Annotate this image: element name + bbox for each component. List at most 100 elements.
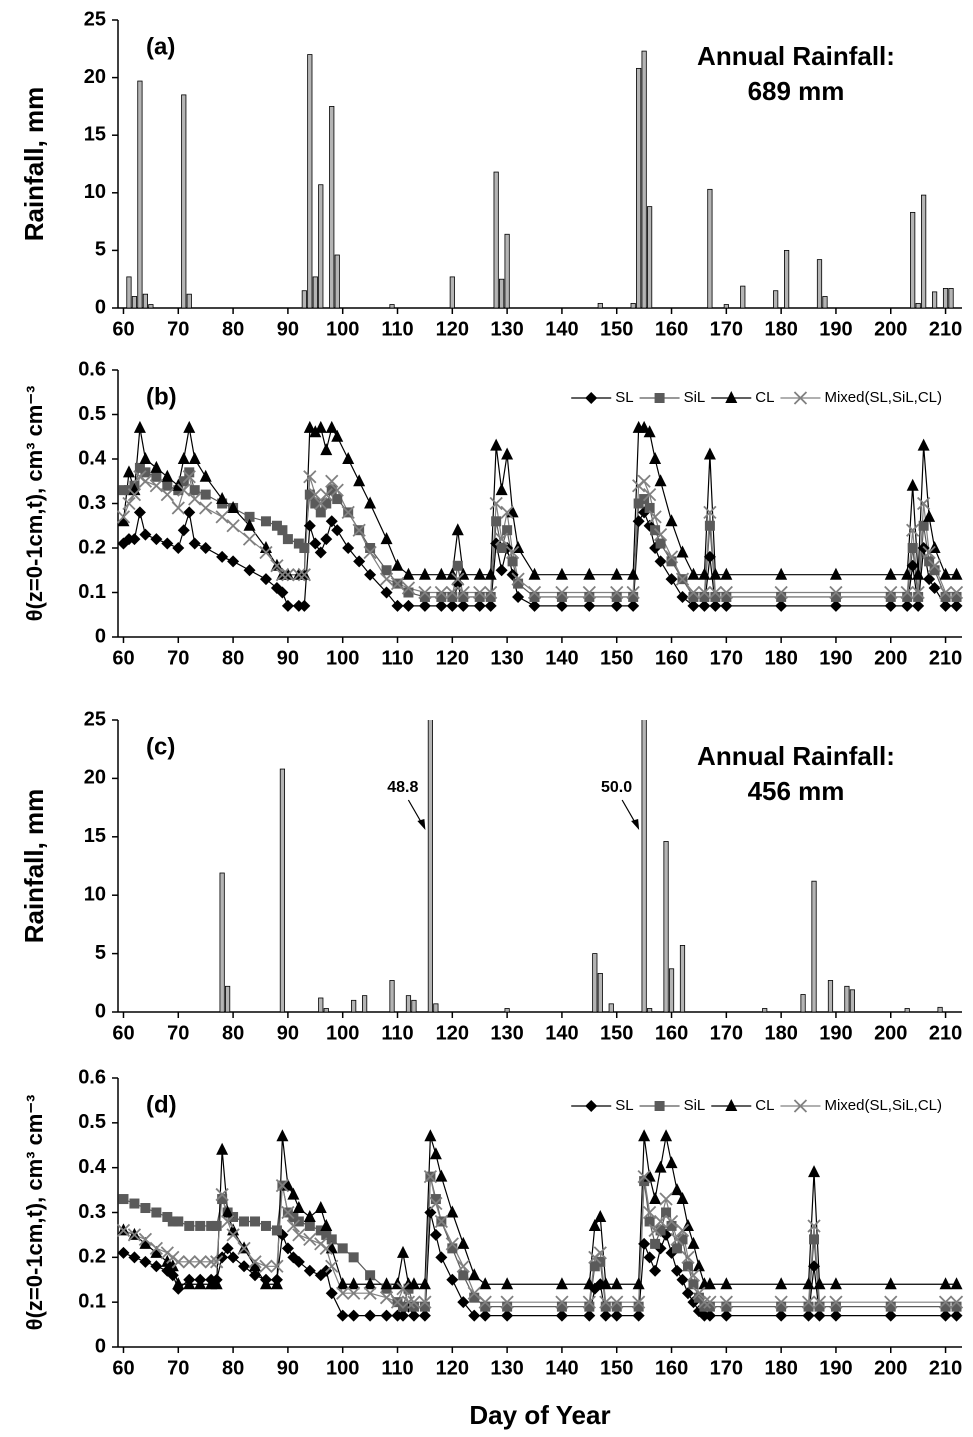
marker	[793, 391, 808, 405]
marker	[666, 556, 677, 567]
x-tick-label: 190	[819, 1022, 852, 1044]
x-tick-label: 110	[381, 647, 413, 669]
marker	[950, 567, 963, 580]
y-tick-label: 0.5	[78, 1111, 106, 1133]
series-line	[123, 1212, 957, 1317]
marker	[627, 567, 640, 580]
marker	[502, 1301, 513, 1312]
marker	[649, 1264, 662, 1277]
marker	[637, 474, 651, 488]
bar	[647, 206, 653, 308]
marker	[436, 591, 447, 602]
x-tick-label: 70	[167, 647, 189, 669]
x-tick-label: 160	[655, 318, 688, 340]
y-tick-label: 0.6	[78, 1066, 106, 1088]
marker	[325, 420, 338, 433]
x-tick-label: 130	[490, 647, 523, 669]
bar	[921, 194, 927, 308]
marker	[418, 1309, 431, 1322]
marker	[435, 599, 448, 612]
marker	[353, 555, 366, 568]
marker	[249, 1259, 262, 1272]
marker	[456, 585, 470, 600]
marker	[321, 1229, 332, 1240]
marker	[642, 1205, 657, 1220]
x-tick-label: 140	[545, 318, 578, 340]
marker	[199, 501, 213, 515]
marker	[659, 1192, 673, 1206]
marker	[310, 498, 321, 509]
marker	[949, 1295, 964, 1309]
marker	[309, 425, 322, 438]
marker	[917, 438, 930, 451]
marker	[206, 1220, 217, 1231]
x-tick-label: 200	[874, 647, 907, 669]
marker	[118, 485, 129, 496]
marker	[363, 545, 377, 560]
marker	[939, 1309, 952, 1322]
y-tick-label: 10	[84, 883, 106, 905]
marker	[451, 523, 464, 536]
legend-label: CL	[755, 389, 774, 406]
marker	[139, 528, 152, 541]
marker	[260, 516, 271, 527]
marker	[829, 567, 842, 580]
marker	[221, 1205, 234, 1218]
x-tick-label: 210	[929, 1357, 962, 1379]
marker	[364, 1309, 377, 1322]
marker	[139, 1255, 152, 1268]
marker	[479, 1309, 492, 1322]
bar	[334, 254, 340, 308]
marker	[698, 567, 711, 580]
legend: SL SiL CL Mixed(SL,SiL,CL)	[571, 389, 942, 406]
marker	[923, 509, 936, 522]
marker	[353, 474, 366, 487]
marker	[407, 1277, 420, 1290]
bar	[318, 184, 324, 308]
marker	[182, 470, 196, 484]
marker	[686, 1268, 701, 1282]
marker	[484, 567, 497, 580]
marker	[478, 1295, 492, 1309]
marker	[650, 1238, 661, 1249]
marker	[396, 1282, 410, 1296]
bar	[915, 302, 921, 308]
marker	[116, 1223, 131, 1238]
marker	[217, 1194, 228, 1205]
marker	[719, 585, 733, 600]
marker	[664, 1214, 679, 1229]
marker	[484, 599, 497, 612]
marker	[599, 1295, 613, 1309]
marker	[654, 555, 667, 568]
marker	[720, 1277, 733, 1290]
marker	[396, 1245, 409, 1258]
marker	[430, 1194, 441, 1205]
bar	[312, 276, 318, 308]
y-tick-label: 0.5	[78, 403, 106, 425]
bar	[904, 1008, 910, 1012]
marker	[188, 452, 201, 464]
marker	[632, 1309, 645, 1322]
x-tick-label: 60	[112, 318, 134, 340]
marker	[626, 585, 640, 600]
marker	[775, 567, 788, 580]
bar	[707, 188, 713, 308]
y-tick-label: 5	[95, 239, 106, 261]
marker	[314, 546, 327, 559]
marker	[885, 591, 896, 602]
y-tick-label: 0	[95, 1000, 106, 1022]
marker	[929, 565, 940, 576]
marker	[687, 1236, 700, 1249]
marker	[281, 1205, 295, 1220]
marker	[775, 1309, 788, 1322]
bar	[844, 985, 850, 1012]
marker	[297, 568, 311, 582]
marker	[884, 1277, 897, 1290]
bar	[597, 302, 603, 308]
marker	[940, 1301, 951, 1312]
marker	[195, 1220, 206, 1231]
marker	[326, 1234, 337, 1245]
marker	[391, 558, 404, 571]
marker	[342, 452, 355, 464]
marker	[808, 1260, 821, 1273]
